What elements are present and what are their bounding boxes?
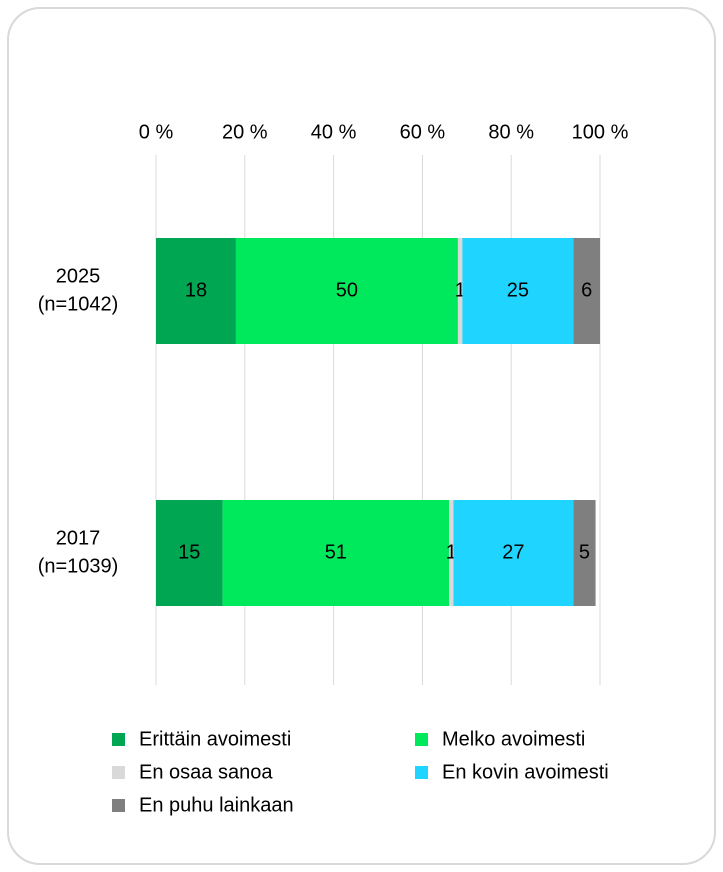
x-tick-label: 60 % bbox=[400, 121, 446, 143]
legend-label: Erittäin avoimesti bbox=[139, 728, 291, 750]
x-tick-label: 100 % bbox=[572, 121, 629, 143]
bar-segment bbox=[156, 238, 236, 344]
legend-label: Melko avoimesti bbox=[442, 728, 585, 750]
category-label: 2025 bbox=[56, 265, 101, 287]
category-label: 2017 bbox=[56, 527, 101, 549]
data-label: 5 bbox=[579, 541, 590, 563]
bar-segment bbox=[235, 238, 458, 344]
data-label: 6 bbox=[581, 279, 592, 301]
x-tick-label: 0 % bbox=[139, 121, 174, 143]
chart-frame bbox=[7, 7, 716, 865]
bar-segment bbox=[573, 238, 600, 344]
data-label: 18 bbox=[185, 279, 207, 301]
x-tick-label: 80 % bbox=[488, 121, 534, 143]
legend-swatch bbox=[112, 733, 125, 746]
legend-label: En osaa sanoa bbox=[139, 761, 273, 783]
bar-segment bbox=[453, 500, 574, 606]
data-label: 1 bbox=[455, 279, 466, 301]
legend-swatch bbox=[415, 766, 428, 779]
category-label: (n=1042) bbox=[38, 293, 119, 315]
data-label: 51 bbox=[325, 541, 347, 563]
data-label: 25 bbox=[507, 279, 529, 301]
legend-label: En kovin avoimesti bbox=[442, 761, 609, 783]
data-label: 50 bbox=[336, 279, 358, 301]
data-label: 27 bbox=[502, 541, 524, 563]
bar-segment bbox=[449, 500, 454, 606]
bar-segment bbox=[573, 500, 596, 606]
bar-segment bbox=[222, 500, 450, 606]
bar-segment bbox=[462, 238, 574, 344]
legend-swatch bbox=[415, 733, 428, 746]
category-label: (n=1039) bbox=[38, 555, 119, 577]
bar-segment bbox=[156, 500, 223, 606]
data-label: 15 bbox=[178, 541, 200, 563]
x-tick-label: 40 % bbox=[311, 121, 357, 143]
legend-swatch bbox=[112, 766, 125, 779]
bar-segment bbox=[457, 238, 463, 344]
data-label: 1 bbox=[446, 541, 457, 563]
x-tick-label: 20 % bbox=[222, 121, 268, 143]
legend-swatch bbox=[112, 799, 125, 812]
legend-label: En puhu lainkaan bbox=[139, 794, 294, 816]
